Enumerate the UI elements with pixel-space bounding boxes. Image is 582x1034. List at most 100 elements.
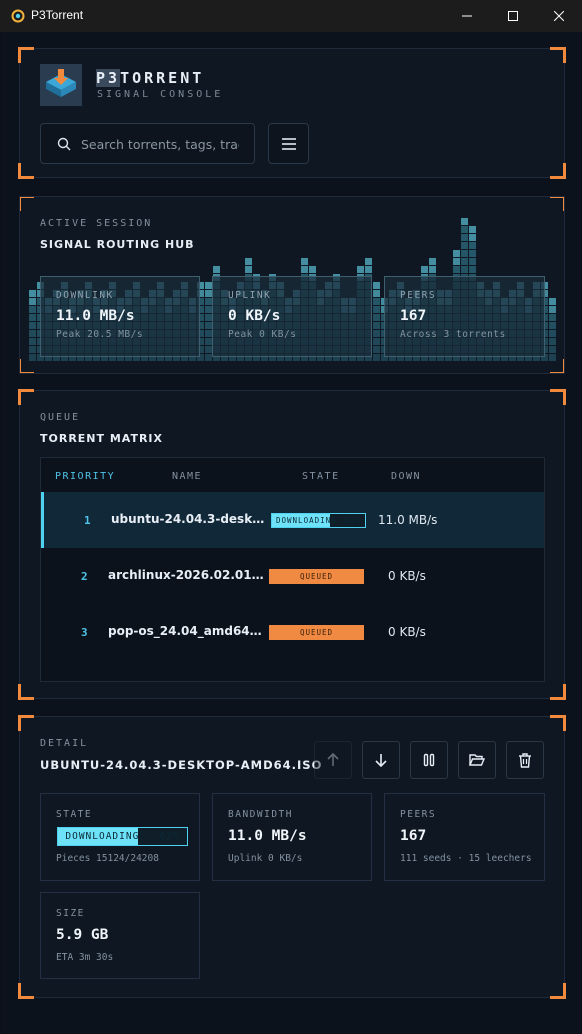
signal-cell (197, 338, 204, 345)
state-badge: QUEUED (269, 625, 364, 640)
signal-cell (205, 306, 212, 313)
signal-cell (365, 354, 372, 361)
queue-panel: QUEUE TORRENT MATRIX PRIORITY NAME STATE… (18, 389, 566, 700)
signal-cell (197, 298, 204, 305)
signal-cell (205, 330, 212, 337)
signal-cell (413, 354, 420, 361)
pause-icon (423, 753, 435, 767)
signal-cell (133, 354, 140, 361)
signal-cell (29, 298, 36, 305)
signal-cell (461, 354, 468, 361)
table-row[interactable]: 2 archlinux-2026.02.01-x86_64.iso QUEUED… (41, 548, 544, 604)
signal-cell (325, 354, 332, 361)
card-label: BANDWIDTH (228, 809, 293, 820)
close-button[interactable] (536, 0, 582, 32)
menu-button[interactable] (268, 123, 309, 164)
signal-cell (61, 354, 68, 361)
signal-cell (421, 266, 428, 273)
signal-cell (549, 314, 556, 321)
signal-cell (205, 298, 212, 305)
column-header-name[interactable]: NAME (172, 471, 203, 482)
signal-cell (301, 354, 308, 361)
column-header-down[interactable]: DOWN (391, 471, 422, 482)
signal-cell (549, 330, 556, 337)
signal-cell (429, 354, 436, 361)
signal-cell (373, 290, 380, 297)
signal-cell (69, 354, 76, 361)
card-label: STATE (56, 809, 93, 820)
signal-cell (213, 354, 220, 361)
signal-cell (197, 330, 204, 337)
signal-cell (365, 266, 372, 273)
signal-cell (365, 258, 372, 265)
maximize-button[interactable] (490, 0, 536, 32)
arrow-up-icon (327, 753, 339, 766)
row-name: ubuntu-24.04.3-desktop-amd64.iso (111, 512, 269, 526)
signal-cell (469, 226, 476, 233)
signal-cell (469, 242, 476, 249)
search-icon (57, 137, 71, 151)
arrow-down-icon (375, 754, 387, 767)
row-priority: 1 (84, 514, 91, 527)
signal-cell (373, 322, 380, 329)
signal-cell (485, 354, 492, 361)
stat-peers: PEERS 167 Across 3 torrents (384, 276, 545, 357)
column-header-priority[interactable]: PRIORITY (55, 471, 116, 482)
brand-name-highlight: P3 (96, 69, 121, 87)
logo-icon (46, 69, 76, 97)
signal-cell (29, 354, 36, 361)
signal-cell (245, 266, 252, 273)
pause-button[interactable] (410, 741, 448, 779)
signal-cell (197, 306, 204, 313)
signal-cell (461, 250, 468, 257)
signal-cell (501, 354, 508, 361)
signal-cell (541, 354, 548, 361)
minimize-button[interactable] (444, 0, 490, 32)
column-header-state[interactable]: STATE (302, 471, 340, 482)
signal-cell (429, 258, 436, 265)
signal-cell (309, 266, 316, 273)
signal-cell (453, 266, 460, 273)
signal-cell (117, 354, 124, 361)
signal-cell (205, 290, 212, 297)
search-box[interactable] (40, 123, 255, 164)
card-label: SIZE (56, 908, 85, 919)
brand-subtitle: SIGNAL CONSOLE (97, 89, 224, 100)
move-down-button[interactable] (362, 741, 400, 779)
brand-name: P3TORRENT (96, 69, 204, 87)
state-percent: 62% (344, 516, 361, 525)
open-folder-button[interactable] (458, 741, 496, 779)
signal-cell (373, 330, 380, 337)
signal-cell (445, 354, 452, 361)
stat-label: UPLINK (228, 290, 272, 301)
signal-cell (301, 266, 308, 273)
table-row[interactable]: 3 pop-os_24.04_amd64_nvidia.iso QUEUED 0… (41, 604, 544, 660)
signal-cell (205, 346, 212, 353)
signal-cell (205, 322, 212, 329)
signal-cell (437, 354, 444, 361)
signal-cell (221, 354, 228, 361)
signal-cell (29, 290, 36, 297)
card-value: 11.0 MB/s (228, 828, 307, 844)
session-panel: ACTIVE SESSION SIGNAL ROUTING HUB DOWNLI… (19, 196, 565, 374)
search-input[interactable] (81, 134, 239, 154)
table-row[interactable]: 1 ubuntu-24.04.3-desktop-amd64.iso DOWNL… (41, 492, 544, 548)
delete-button[interactable] (506, 741, 544, 779)
signal-cell (29, 330, 36, 337)
signal-cell (461, 258, 468, 265)
move-up-button[interactable] (314, 741, 352, 779)
signal-cell (165, 354, 172, 361)
signal-cell (357, 354, 364, 361)
signal-cell (141, 354, 148, 361)
signal-cell (469, 250, 476, 257)
signal-cell (277, 354, 284, 361)
row-name: pop-os_24.04_amd64_nvidia.iso (108, 624, 266, 638)
signal-cell (373, 338, 380, 345)
signal-cell (421, 354, 428, 361)
state-badge: DOWNLOADING 62% (271, 513, 366, 528)
title-bar: P3Torrent (0, 0, 582, 32)
state-badge-text: DOWNLOADING - 62% (65, 831, 180, 842)
signal-cell (197, 322, 204, 329)
maximize-icon (508, 11, 518, 21)
signal-cell (461, 234, 468, 241)
